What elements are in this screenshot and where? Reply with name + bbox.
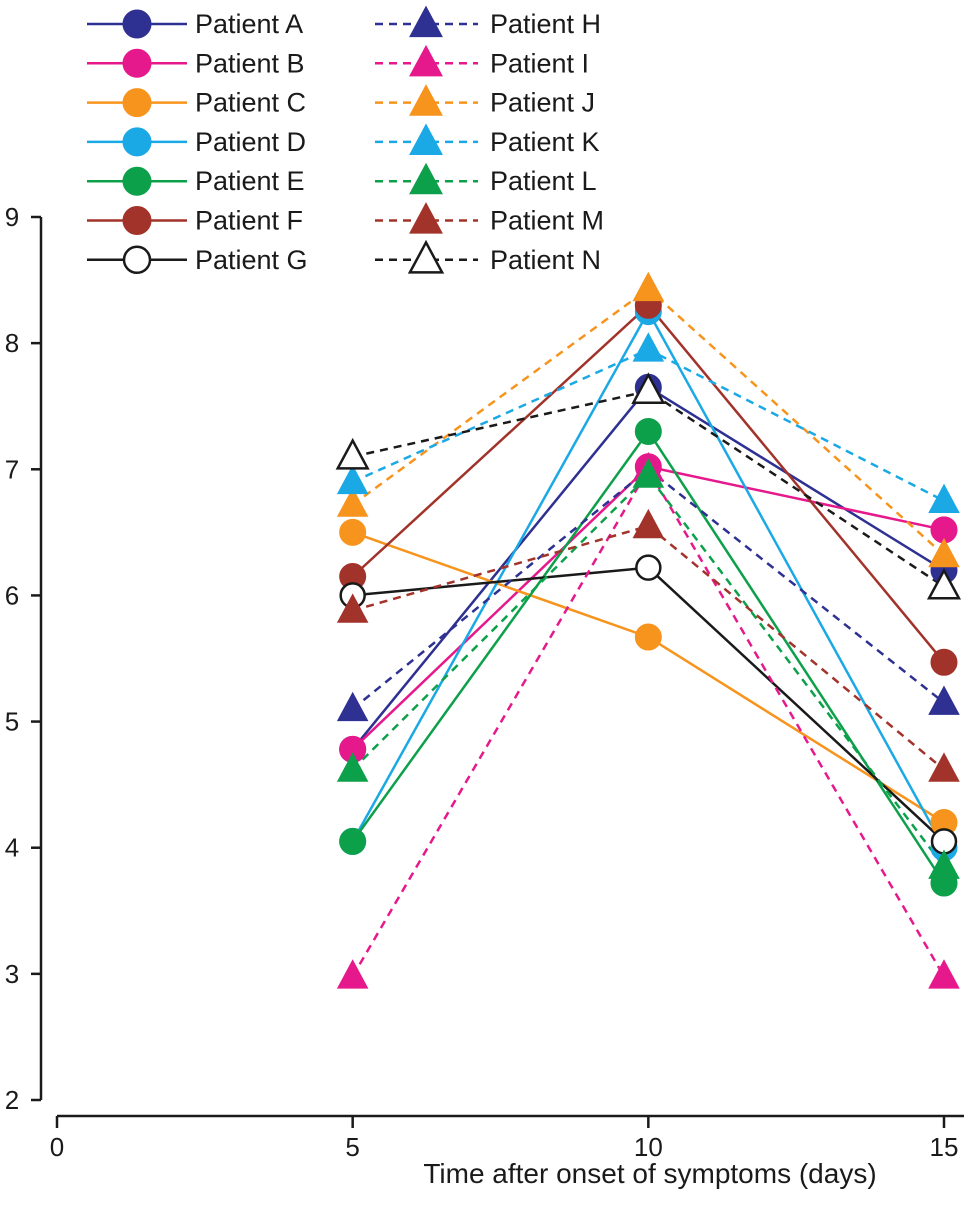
y-tick-label: 3 <box>5 959 19 989</box>
patient-e-line <box>351 430 946 884</box>
legend-label: Patient J <box>490 88 595 118</box>
legend-item-patient-f: Patient F <box>87 206 303 236</box>
legend-marker <box>407 239 445 274</box>
x-tick-label: 0 <box>50 1132 64 1162</box>
legend-item-patient-k: Patient K <box>375 123 600 157</box>
patient-l-line <box>351 474 945 868</box>
legend-label: Patient G <box>195 245 308 275</box>
legend-marker <box>409 44 443 77</box>
patient-e-point <box>634 417 662 445</box>
legend-label: Patient A <box>195 9 303 39</box>
ticks: 2 3 4 5 6 7 8 9 0 5 10 15 <box>5 202 959 1162</box>
x-tick-label: 15 <box>930 1132 959 1162</box>
legend-item-patient-i: Patient I <box>375 44 589 78</box>
legend-label: Patient N <box>490 245 601 275</box>
patient-i-point <box>928 959 960 989</box>
patient-i-point <box>336 959 369 989</box>
legend-marker <box>122 48 152 78</box>
legend-item-patient-j: Patient J <box>375 84 595 118</box>
patient-h-point <box>336 691 369 722</box>
patient-h-point <box>928 685 960 715</box>
patient-i-line <box>351 468 946 978</box>
legend-marker <box>122 9 152 39</box>
legend-label: Patient K <box>490 127 600 157</box>
legend-item-patient-h: Patient H <box>375 5 601 39</box>
patient-e-point <box>339 827 367 855</box>
x-tick-label: 5 <box>345 1132 359 1162</box>
legend-label: Patient F <box>195 206 303 236</box>
patient-n-line <box>352 389 945 588</box>
patient-k-point <box>928 483 960 514</box>
patient-f-point <box>930 648 958 676</box>
legend-marker <box>122 166 152 196</box>
legend-label: Patient D <box>195 127 306 157</box>
legend-item-patient-n: Patient N <box>375 239 601 275</box>
legend-item-patient-b: Patient B <box>87 48 305 78</box>
x-axis-title: Time after onset of symptoms (days) <box>423 1158 876 1189</box>
legend-label: Patient B <box>195 48 305 78</box>
legend-item-patient-c: Patient C <box>87 88 306 118</box>
legend-label: Patient C <box>195 88 306 118</box>
legend-label: Patient L <box>490 166 597 196</box>
patient-m-point <box>928 752 960 782</box>
patient-h-line <box>351 468 945 710</box>
patient-l-point <box>632 458 665 488</box>
patient-j-point <box>928 537 960 568</box>
legend-marker <box>409 84 443 116</box>
legend-item-patient-d: Patient D <box>87 127 306 157</box>
x-tick-label: 10 <box>634 1132 663 1162</box>
legend-label: Patient M <box>490 206 604 236</box>
legend: Patient A Patient B Patient C Patient D Pati… <box>87 5 604 275</box>
patient-c-point <box>634 623 662 651</box>
legend-label: Patient I <box>490 48 589 78</box>
legend-item-patient-g: Patient G <box>87 245 308 275</box>
patient-l-point <box>928 849 960 879</box>
axes: Time after onset of symptoms (days) <box>39 217 964 1189</box>
legend-marker <box>122 88 152 118</box>
legend-marker <box>409 5 443 38</box>
y-tick-label: 6 <box>5 580 19 610</box>
patient-k-point <box>336 464 369 495</box>
patient-l-point <box>336 752 369 782</box>
series-markers <box>335 271 962 989</box>
legend-marker <box>409 162 443 195</box>
patient-j-point <box>632 271 665 302</box>
legend-marker <box>122 245 152 275</box>
patient-m-point <box>336 593 369 623</box>
legend-marker <box>122 206 152 235</box>
patient-k-point <box>632 332 665 362</box>
legend-label: Patient H <box>490 9 601 39</box>
legend-marker <box>409 123 443 155</box>
patient-n-point <box>926 567 962 600</box>
patient-g-line <box>352 566 945 843</box>
legend-item-patient-e: Patient E <box>87 166 305 196</box>
patient-j-point <box>336 487 369 517</box>
legend-marker <box>409 202 443 234</box>
legend-marker <box>122 127 152 157</box>
y-tick-label: 9 <box>5 202 19 232</box>
legend-item-patient-l: Patient L <box>375 162 597 196</box>
y-tick-label: 4 <box>5 833 19 863</box>
patient-m-point <box>632 508 665 539</box>
patient-g-point <box>635 554 662 581</box>
legend-item-patient-a: Patient A <box>87 9 303 39</box>
legend-item-patient-m: Patient M <box>375 202 604 236</box>
y-tick-label: 8 <box>5 328 19 358</box>
y-tick-label: 2 <box>5 1085 19 1115</box>
patient-c-point <box>339 518 367 546</box>
y-tick-label: 7 <box>5 454 19 484</box>
legend-label: Patient E <box>195 166 305 196</box>
patient-m-line <box>352 524 945 771</box>
patient-n-point <box>335 437 370 470</box>
y-tick-label: 5 <box>5 707 19 737</box>
patient-n-point <box>631 372 666 405</box>
